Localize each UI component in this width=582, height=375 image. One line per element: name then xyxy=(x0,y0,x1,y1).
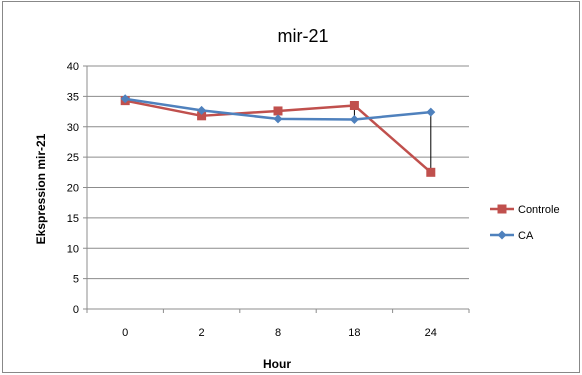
y-tick-label: 5 xyxy=(73,274,79,286)
data-point xyxy=(349,114,359,124)
data-point xyxy=(197,105,207,115)
series-0 xyxy=(120,96,436,177)
data-point xyxy=(349,100,359,110)
x-tick-label: 18 xyxy=(348,327,360,339)
data-point xyxy=(120,94,130,104)
x-tick-label: 8 xyxy=(275,327,281,339)
gridlines xyxy=(87,65,469,280)
data-point xyxy=(197,111,207,121)
x-axis-ticks: 0 2 8 18 24 xyxy=(86,309,470,339)
x-tick-label: 2 xyxy=(199,327,205,339)
chart-title: mir-21 xyxy=(277,26,328,46)
legend: Controle CA xyxy=(490,204,560,242)
x-tick-label: 24 xyxy=(425,327,437,339)
y-tick-label: 15 xyxy=(67,213,79,225)
series-1 xyxy=(120,94,436,124)
y-tick-label: 30 xyxy=(67,122,79,134)
y-tick-label: 0 xyxy=(73,304,79,316)
y-tick-label: 25 xyxy=(67,152,79,164)
y-tick-label: 40 xyxy=(67,61,79,73)
data-point xyxy=(497,230,507,240)
legend-label: CA xyxy=(518,230,534,242)
y-tick-label: 35 xyxy=(67,91,79,103)
legend-item: CA xyxy=(490,230,534,242)
data-point xyxy=(426,167,436,177)
data-point xyxy=(273,106,283,116)
y-axis-ticks: 0 5 10 15 20 25 30 35 40 xyxy=(67,61,87,316)
data-point xyxy=(426,107,436,117)
legend-item: Controle xyxy=(490,204,560,216)
y-tick-label: 10 xyxy=(67,243,79,255)
series xyxy=(120,94,436,177)
line-chart: mir-21 0 5 10 15 20 25 30 35 40 0 2 8 18 24 Hour Eks… xyxy=(34,26,560,371)
y-tick-label: 20 xyxy=(67,183,79,195)
x-axis-title: Hour xyxy=(263,357,291,371)
y-axis-title: Ekspression mir-21 xyxy=(34,133,48,244)
data-point xyxy=(273,114,283,124)
legend-label: Controle xyxy=(518,204,560,216)
x-tick-label: 0 xyxy=(122,327,128,339)
data-point xyxy=(497,204,507,214)
